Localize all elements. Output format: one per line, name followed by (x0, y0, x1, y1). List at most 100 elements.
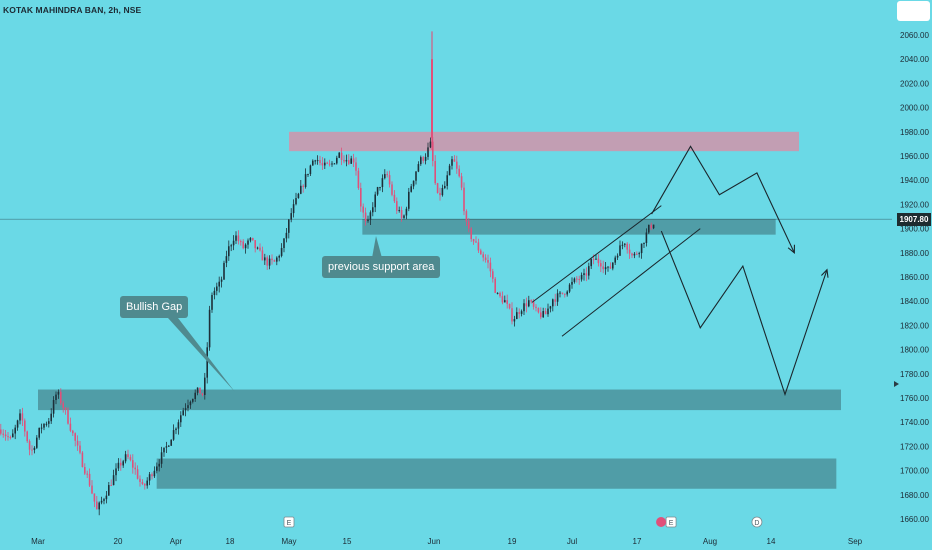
chart-settings-button[interactable] (897, 1, 930, 21)
candle-body (50, 413, 52, 422)
y-tick-label: 1680.00 (900, 491, 929, 500)
y-tick-label: 1840.00 (900, 297, 929, 306)
candle-body (88, 473, 91, 486)
x-tick-label: 19 (508, 537, 517, 546)
candle-body (372, 207, 374, 213)
x-tick-label: Mar (31, 537, 45, 546)
channel-line-2 (561, 228, 701, 337)
candle-body (348, 160, 350, 164)
candle-body (568, 284, 571, 292)
candle-body (633, 253, 636, 256)
event-marker-label: E (287, 520, 292, 527)
candle-body (508, 303, 511, 309)
candle-body (235, 235, 237, 241)
candle-body (415, 171, 417, 181)
candle-body (132, 460, 134, 468)
x-tick-label: Aug (703, 537, 717, 546)
event-marker-d[interactable]: D (751, 516, 763, 528)
x-tick-label: 18 (226, 537, 235, 546)
candle-body (381, 178, 384, 188)
candle-body (139, 478, 141, 482)
candle-body (33, 447, 36, 450)
candle-body (249, 237, 252, 241)
candle-body (540, 312, 542, 318)
candle-body (230, 245, 232, 247)
projection-arrowhead-2 (821, 268, 829, 278)
previous-support-zone (362, 218, 776, 235)
candle-body (86, 473, 88, 475)
candle-body (547, 308, 549, 315)
candle-body (564, 293, 566, 295)
candle-body (398, 210, 400, 212)
projection-arrowhead-1 (787, 244, 795, 254)
bullish-gap-callout[interactable]: Bullish Gap (120, 296, 189, 318)
candle-body (232, 240, 235, 246)
candle-body (444, 185, 446, 188)
candle-body (340, 152, 343, 160)
event-marker-e[interactable]: E (283, 516, 295, 528)
candle-body (585, 273, 588, 276)
candle-body (146, 480, 148, 486)
candle-body (369, 212, 372, 220)
candle-body (295, 198, 297, 205)
candle-body (619, 245, 621, 256)
candle-body (463, 187, 465, 212)
candle-body (602, 266, 604, 270)
channel-line-1 (531, 205, 662, 303)
x-tick-label: Apr (170, 537, 183, 546)
axis-scroll-arrow-icon[interactable] (894, 381, 899, 387)
candle-body (331, 163, 333, 165)
candle-body (410, 186, 412, 192)
candle-body (40, 427, 43, 429)
candle-body (208, 309, 211, 348)
candle-body (470, 228, 472, 240)
candle-body (64, 407, 67, 410)
candle-body (501, 296, 504, 303)
candle-body (100, 500, 103, 503)
candle-body (172, 430, 175, 440)
candle-body (319, 160, 321, 163)
candle-body (518, 312, 520, 314)
callout-pointers-layer (168, 236, 382, 392)
event-marker-badge (751, 516, 763, 528)
candle-body (432, 141, 434, 162)
candle-body (523, 303, 525, 312)
candle-body (218, 281, 220, 287)
bullish-gap-pointer (168, 318, 235, 392)
candle-body (153, 470, 156, 477)
candle-body (9, 436, 12, 438)
candle-spike-body (431, 59, 433, 138)
candle-body (112, 475, 115, 486)
event-marker-label: D (754, 520, 759, 527)
candle-body (544, 311, 547, 315)
zones-layer (38, 131, 841, 489)
y-tick-label: 1700.00 (900, 467, 929, 476)
candle-body (247, 240, 249, 245)
previous-support-callout[interactable]: previous support area (322, 256, 441, 278)
candle-body (549, 306, 552, 309)
candle-body (192, 398, 194, 402)
candle-body (129, 457, 132, 461)
candle-body (590, 259, 592, 267)
event-marker-e[interactable]: E (665, 516, 677, 528)
candle-body (336, 157, 338, 164)
candle-body (225, 256, 228, 263)
candle-body (156, 466, 158, 471)
candle-body (482, 254, 484, 258)
candle-body (148, 474, 151, 481)
candle-body (472, 239, 475, 242)
candle-body (240, 241, 242, 243)
candle-body (98, 502, 100, 510)
candle-body (484, 257, 487, 261)
candle-body (427, 147, 429, 157)
candle-body (252, 237, 254, 241)
candle-body (220, 279, 223, 282)
candle-body (242, 241, 244, 249)
candle-body (487, 260, 489, 263)
candle-body (216, 286, 218, 291)
candles-layer (0, 31, 655, 516)
x-tick-label: Sep (848, 537, 863, 546)
candle-body (384, 174, 386, 179)
